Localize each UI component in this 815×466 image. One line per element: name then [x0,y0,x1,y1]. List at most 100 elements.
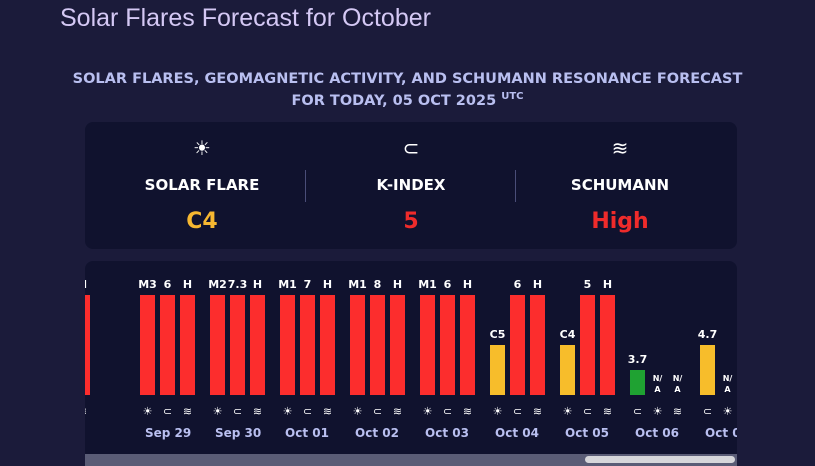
bar-value-label: 5 [584,278,592,291]
divider [305,170,306,202]
forecast-bar [350,295,365,395]
magnet-icon: ⊂ [373,405,382,418]
forecast-bar [560,345,575,395]
forecast-chart-svg: H ≋ M3 ☀ 6 ⊂ H ≋ Sep 29 M2 ☀ 7.3 ⊂ H ≋ Sep 30 M1 ☀ 7 ⊂ H ≋ Oct… [85,278,737,440]
date-label: Oct 07 [705,426,737,440]
bar-value-label: C4 [560,328,576,341]
magnet-icon: ⊂ [303,405,312,418]
sun-icon: ☀ [563,405,573,418]
bar-value-label: 7.3 [228,278,248,291]
waves-icon: ≋ [253,405,262,418]
sun-icon: ☀ [493,405,503,418]
bar-value-label: M1 [418,278,437,291]
magnet-icon: ⊂ [703,405,712,418]
bar-value-label: 6 [164,278,172,291]
forecast-bar [490,345,505,395]
date-label: Oct 01 [285,426,329,440]
subtitle-line-1: SOLAR FLARES, GEOMAGNETIC ACTIVITY, AND … [72,71,743,87]
solar-flare-summary: ☀ SOLAR FLARE C4 [97,122,307,249]
forecast-bar [85,295,90,395]
bar-value-label: H [603,278,612,291]
bar-value-label: 6 [444,278,452,291]
k-index-label: K-INDEX [376,176,446,194]
waves-icon: ≋ [603,405,612,418]
forecast-bar [440,295,455,395]
forecast-bar [460,295,475,395]
forecast-bar [420,295,435,395]
schumann-summary: ≋ SCHUMANN High [515,122,725,249]
forecast-bar [140,295,155,395]
forecast-bar [250,295,265,395]
utc-label: UTC [501,91,524,103]
sun-icon: ☀ [653,405,663,418]
sun-icon: ☀ [353,405,363,418]
bar-value-label: N/ [723,374,733,383]
bar-value-label: M3 [138,278,157,291]
magnet-icon: ⊂ [443,405,452,418]
sun-icon: ☀ [213,405,223,418]
bar-value-label: H [183,278,192,291]
date-label: Sep 30 [215,426,261,440]
horizontal-scrollbar[interactable] [85,454,737,466]
date-label: Sep 29 [145,426,191,440]
magnet-icon: ⊂ [583,405,592,418]
bar-value-label: 4.7 [698,328,718,341]
forecast-subtitle: SOLAR FLARES, GEOMAGNETIC ACTIVITY, AND … [70,68,745,112]
forecast-bar [230,295,245,395]
waves-icon: ≋ [463,405,472,418]
forecast-bar [630,370,645,395]
bar-value-label: M1 [278,278,297,291]
bar-value-label: 3.7 [628,353,648,366]
date-label: Oct 06 [635,426,679,440]
bar-value-label: H [323,278,332,291]
bar-value-label: A [674,385,681,394]
scrollbar-thumb[interactable] [585,456,735,463]
divider [515,170,516,202]
date-label: Oct 03 [425,426,469,440]
sun-icon: ☀ [193,136,211,160]
solar-flare-label: SOLAR FLARE [144,176,260,194]
bar-value-label: N/ [673,374,683,383]
forecast-bar [700,345,715,395]
forecast-chart[interactable]: H ≋ M3 ☀ 6 ⊂ H ≋ Sep 29 M2 ☀ 7.3 ⊂ H ≋ Sep 30 M1 ☀ 7 ⊂ H ≋ Oct… [85,261,737,466]
magnet-icon: ⊂ [402,136,420,160]
waves-icon: ≋ [323,405,332,418]
bar-value-label: 7 [304,278,312,291]
forecast-bar [320,295,335,395]
bar-value-label: 8 [374,278,382,291]
sun-icon: ☀ [423,405,433,418]
sun-icon: ☀ [143,405,153,418]
waves-icon: ≋ [85,405,87,418]
bar-value-label: H [85,278,87,291]
sun-icon: ☀ [283,405,293,418]
schumann-label: SCHUMANN [570,176,670,194]
waves-icon: ≋ [393,405,402,418]
bar-value-label: H [393,278,402,291]
schumann-value: High [591,209,649,234]
waves-icon: ≋ [533,405,542,418]
forecast-bar [600,295,615,395]
solar-flare-value: C4 [186,209,218,234]
bar-value-label: H [253,278,262,291]
subtitle-line-2: FOR TODAY, 05 OCT 2025 UTC [70,90,745,112]
forecast-bar [160,295,175,395]
forecast-bar [300,295,315,395]
waves-icon: ≋ [673,405,682,418]
sun-icon: ☀ [723,405,733,418]
page-title: Solar Flares Forecast for October [60,4,431,32]
bar-value-label: A [654,385,661,394]
bar-value-label: A [724,385,731,394]
bar-value-label: H [533,278,542,291]
forecast-bar [390,295,405,395]
waves-icon: ≋ [611,136,629,160]
forecast-bar [180,295,195,395]
date-label: Oct 04 [495,426,539,440]
forecast-bar [580,295,595,395]
date-label: Oct 05 [565,426,609,440]
bar-value-label: H [463,278,472,291]
waves-icon: ≋ [183,405,192,418]
magnet-icon: ⊂ [233,405,242,418]
bar-value-label: C5 [490,328,506,341]
forecast-bar [530,295,545,395]
subtitle-date: FOR TODAY, 05 OCT 2025 [291,93,497,109]
